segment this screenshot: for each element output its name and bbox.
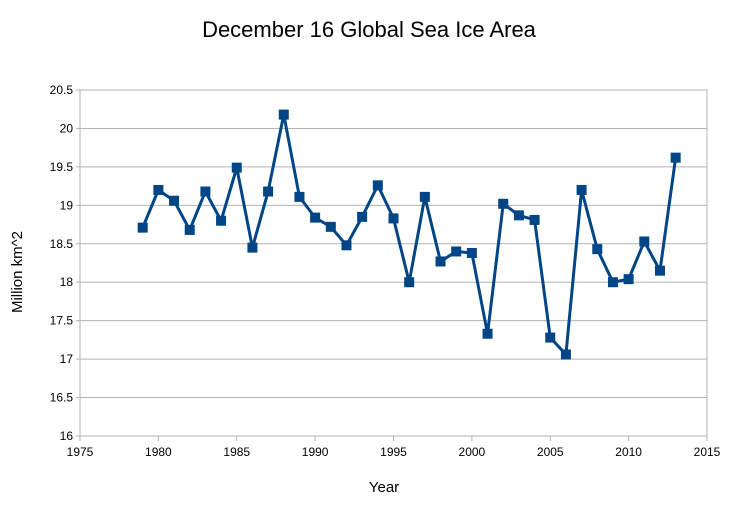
data-point	[137, 222, 148, 233]
x-tick-label: 2015	[694, 445, 721, 459]
y-tick-label: 20.5	[50, 83, 74, 97]
x-tick-label: 1995	[380, 445, 407, 459]
data-point	[529, 214, 540, 225]
y-tick-label: 18	[60, 275, 74, 289]
x-tick-label: 2010	[615, 445, 642, 459]
data-point	[545, 332, 556, 343]
x-tick-label: 2000	[459, 445, 486, 459]
x-tick-label: 1990	[302, 445, 329, 459]
series-line	[141, 113, 678, 356]
data-point	[200, 186, 211, 197]
data-point	[419, 191, 430, 202]
chart-title: December 16 Global Sea Ice Area	[202, 17, 537, 42]
data-point	[216, 215, 227, 226]
data-point	[513, 210, 524, 221]
plot-frame	[79, 89, 708, 437]
data-point	[341, 240, 352, 251]
y-tick-label: 20	[60, 121, 74, 135]
data-point	[247, 242, 258, 253]
y-tick-label: 17	[60, 352, 74, 366]
data-point	[435, 256, 446, 267]
x-tick-label: 2005	[537, 445, 564, 459]
y-tick-label: 18.5	[50, 237, 74, 251]
data-point	[607, 277, 618, 288]
data-point	[404, 277, 415, 288]
x-tick-labels: 1975 1980 1985 1990 1995 2000 2005 2010 2015	[67, 445, 721, 459]
y-tick-label: 16	[60, 429, 74, 443]
data-point	[451, 246, 462, 257]
data-point	[372, 180, 383, 191]
x-axis-title: Year	[369, 479, 399, 496]
data-point	[639, 236, 650, 247]
data-point	[184, 224, 195, 235]
x-tick-label: 1980	[145, 445, 172, 459]
data-point	[576, 184, 587, 195]
data-point	[169, 195, 180, 206]
data-point	[466, 248, 477, 259]
data-point	[294, 191, 305, 202]
y-tick-labels: 16 16.5 17 17.5 18 18.5 19 19.5 20 20.5	[50, 83, 74, 443]
x-tick-label: 1975	[67, 445, 94, 459]
data-point	[592, 244, 603, 255]
data-point	[560, 349, 571, 360]
data-point	[670, 152, 681, 163]
data-point	[278, 109, 289, 120]
y-tick-label: 19.5	[50, 160, 74, 174]
data-point	[310, 212, 321, 223]
data-point	[498, 198, 509, 209]
y-axis-title: Million km^2	[9, 231, 26, 313]
grid-lines	[76, 89, 708, 441]
data-point	[153, 184, 164, 195]
y-tick-label: 19	[60, 198, 74, 212]
data-point	[231, 162, 242, 173]
data-point	[623, 274, 634, 285]
series-layer	[137, 109, 681, 360]
y-tick-label: 16.5	[50, 391, 74, 405]
data-point	[654, 265, 665, 276]
data-point	[263, 186, 274, 197]
data-point	[388, 213, 399, 224]
x-tick-label: 1985	[223, 445, 250, 459]
data-point	[357, 211, 368, 222]
y-tick-label: 17.5	[50, 314, 74, 328]
data-point	[325, 221, 336, 232]
data-point	[482, 328, 493, 339]
